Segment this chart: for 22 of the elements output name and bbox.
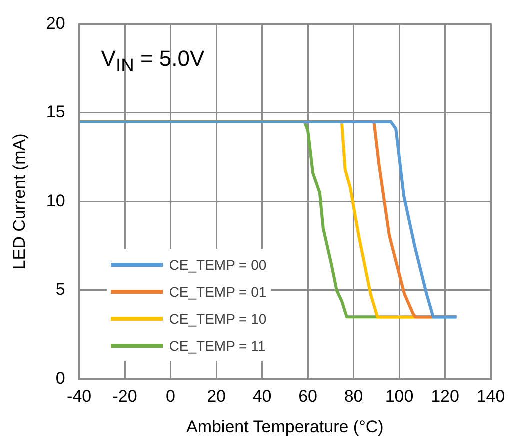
x-tick-label: 40: [252, 387, 272, 406]
y-axis-title: LED Current (mA): [10, 134, 29, 270]
x-tick-label: -40: [67, 387, 92, 406]
annotation: V$_{IN}$ = 5.0V: [101, 46, 205, 77]
x-tick-label: -20: [112, 387, 138, 406]
legend-label: CE_TEMP = 11: [169, 338, 266, 354]
x-tick-label: 80: [344, 387, 364, 406]
y-tick-label: 15: [46, 102, 66, 122]
x-tick-label: 0: [166, 387, 176, 406]
x-tick-label: 120: [431, 387, 460, 406]
y-tick-label: 10: [46, 191, 66, 210]
legend-label: CE_TEMP = 00: [169, 256, 267, 273]
legend-label: CE_TEMP = 10: [169, 310, 267, 327]
x-axis-title: Ambient Temperature (°C): [186, 417, 384, 436]
y-tick-label: 0: [56, 368, 66, 388]
x-tick-label: 140: [476, 387, 506, 406]
x-tick-label: 100: [385, 387, 414, 406]
legend-label: CE_TEMP = 01: [169, 284, 267, 300]
y-tick-label: 20: [46, 14, 66, 33]
y-tick-label: 5: [56, 280, 66, 300]
x-tick-label: 60: [298, 387, 318, 406]
x-tick-label: 20: [207, 387, 226, 406]
